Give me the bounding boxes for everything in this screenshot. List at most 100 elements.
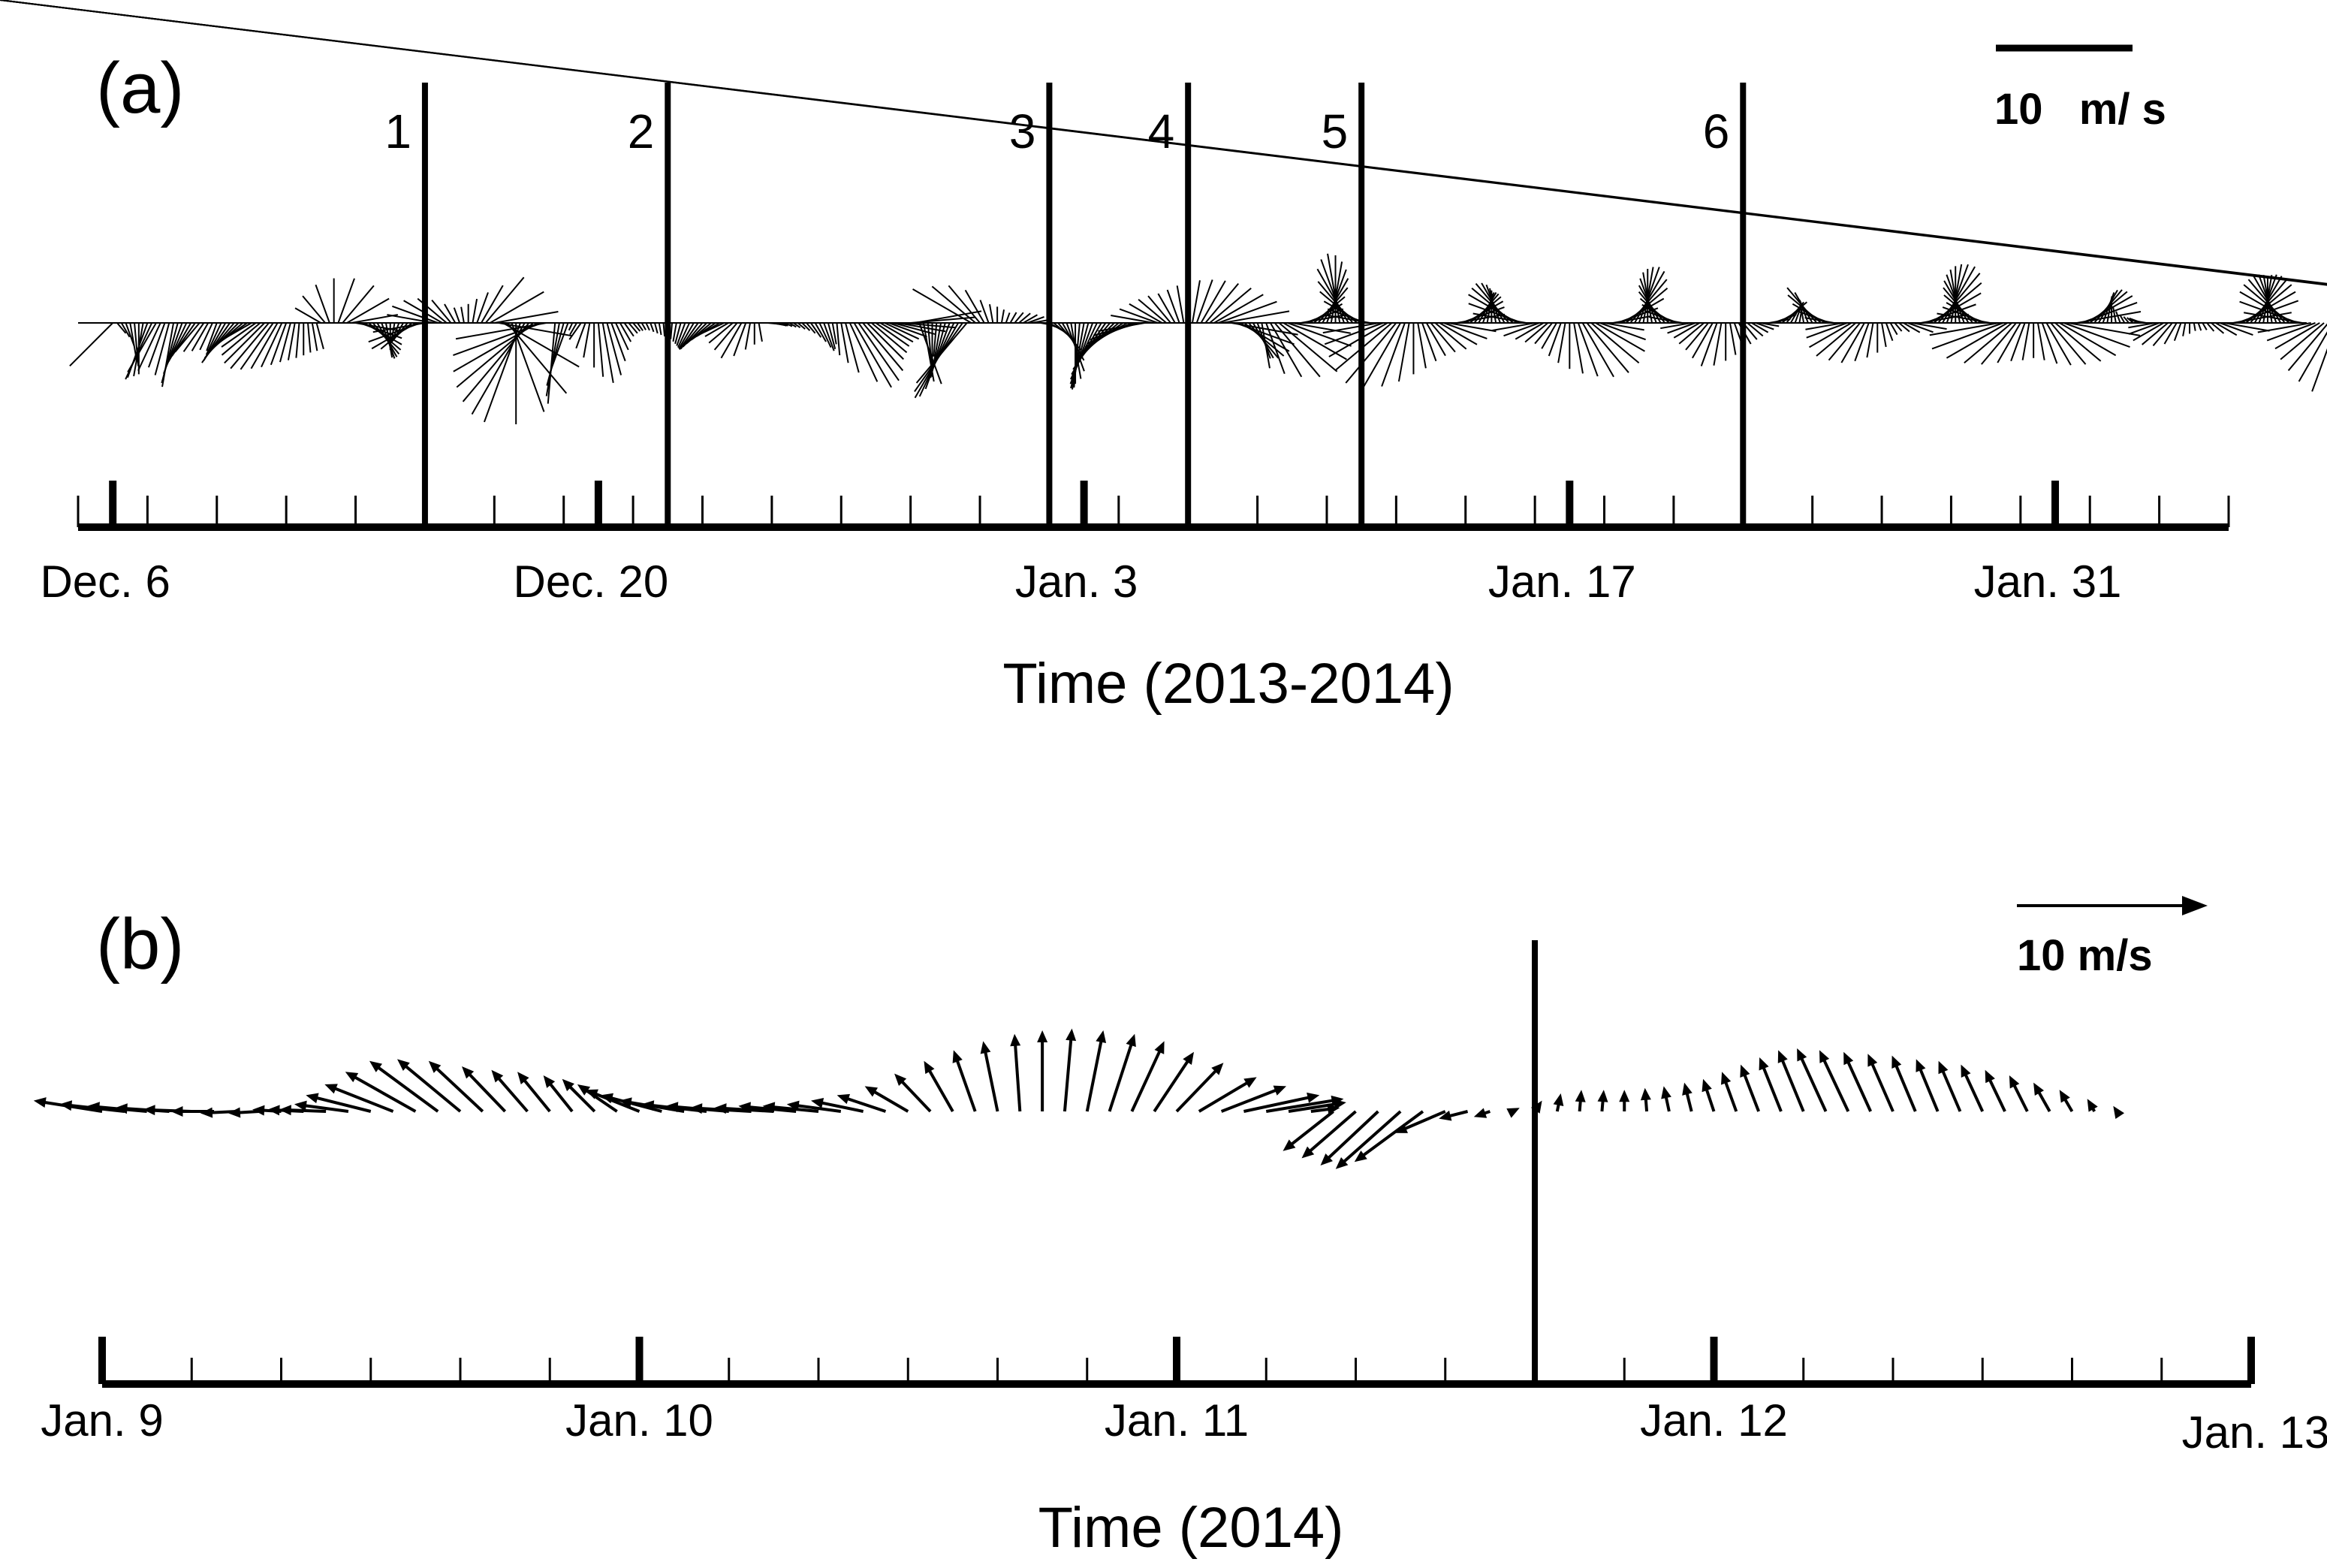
panel-a-vector bbox=[182, 322, 205, 352]
panel-a-vector bbox=[1599, 322, 1646, 341]
panel-a-vector bbox=[1468, 303, 1523, 324]
panel-a-vector bbox=[2182, 322, 2187, 336]
panel-a-vector bbox=[476, 292, 489, 324]
panel-a-vector bbox=[858, 322, 900, 381]
panel-a-event-number: 6 bbox=[1703, 104, 1730, 158]
panel-a-vector bbox=[632, 322, 641, 332]
panel-a-vector bbox=[888, 322, 927, 338]
panel-a-vector bbox=[1577, 322, 1599, 377]
panel-a-vector bbox=[209, 322, 240, 352]
panel-a-vector bbox=[392, 305, 439, 324]
panel-a-vector bbox=[315, 322, 324, 350]
panel-b-vector-arrow bbox=[543, 1075, 574, 1113]
panel-a-vector bbox=[1638, 267, 1660, 324]
panel-a-vector bbox=[1327, 253, 1341, 324]
panel-a-vector bbox=[147, 322, 166, 368]
panel-a-vector bbox=[1204, 282, 1240, 324]
panel-a-vector bbox=[645, 322, 650, 331]
panel-a-vector bbox=[221, 322, 257, 348]
panel-a-vector bbox=[1898, 322, 1910, 333]
panel-a-vector bbox=[1256, 322, 1271, 359]
panel-a-vector bbox=[1946, 322, 2009, 359]
panel-a-vector bbox=[134, 322, 140, 366]
panel-a-vector bbox=[1166, 289, 1180, 324]
panel-a-vector bbox=[1806, 322, 1848, 339]
panel-a-vector bbox=[287, 322, 296, 360]
panel-a-vector bbox=[1804, 317, 1834, 324]
panel-a-vector bbox=[137, 322, 161, 372]
panel-a-vector bbox=[1541, 322, 1557, 349]
panel-a-vector bbox=[2224, 322, 2270, 332]
panel-a-vector bbox=[1397, 322, 1410, 382]
panel-a-vector bbox=[490, 291, 544, 324]
panel-a-vector bbox=[1005, 312, 1011, 324]
panel-a-vector bbox=[2068, 322, 2141, 336]
panel-a-vector bbox=[1648, 316, 1683, 324]
panel-b-vector-arrow bbox=[1819, 1050, 1850, 1112]
panel-a-vector bbox=[1009, 312, 1017, 324]
panel-a-vector bbox=[2211, 322, 2225, 334]
panel-a-vector bbox=[485, 276, 525, 324]
panel-a-vector bbox=[1604, 322, 1644, 331]
panel-a-vector bbox=[342, 285, 375, 324]
panel-a-vector bbox=[2173, 322, 2182, 342]
panel-a-vector bbox=[1191, 280, 1201, 324]
panel-b-vector-arrow bbox=[1985, 1069, 2006, 1112]
panel-b-vector-arrow bbox=[279, 1105, 327, 1116]
panel-a-vector bbox=[1213, 294, 1264, 324]
panel-a-tick-label: Jan. 3 bbox=[1015, 556, 1138, 607]
panel-a-vector bbox=[1027, 316, 1044, 324]
panel-a-vector bbox=[199, 322, 213, 351]
panel-b-vector-arrow bbox=[306, 1093, 372, 1113]
panel-a-vector bbox=[2021, 322, 2030, 360]
panel-a-vector bbox=[2257, 322, 2311, 333]
panel-a-vector bbox=[2045, 322, 2072, 366]
panel-a-vector bbox=[1157, 293, 1176, 324]
panel-a-vector bbox=[116, 322, 127, 334]
panel-b-vector-arrow bbox=[836, 1093, 887, 1113]
panel-a-vector bbox=[1678, 322, 1705, 345]
panel-a-tick-label: Dec. 20 bbox=[514, 556, 669, 607]
panel-a-vector bbox=[1595, 322, 1645, 352]
panel-b-letter: (b) bbox=[96, 904, 184, 985]
panel-a-vector bbox=[2197, 322, 2202, 331]
panel-a-tick-labels: Dec. 6 Dec. 20 Jan. 3 Jan. 17 Jan. 31 bbox=[40, 556, 2121, 607]
panel-a-x-axis bbox=[77, 481, 2230, 531]
panel-a-vector bbox=[606, 322, 622, 375]
panel-a-stick-vectors bbox=[0, 0, 2327, 424]
panel-a-vector bbox=[1685, 322, 1709, 351]
panel-a-vector bbox=[1515, 322, 1545, 340]
panel-a-vector bbox=[1265, 322, 1286, 374]
panel-a-vector bbox=[1222, 310, 1290, 324]
panel-a-vector bbox=[1667, 322, 1696, 334]
panel-b-vector-arrow bbox=[1010, 1033, 1022, 1112]
panel-a-vector bbox=[1417, 322, 1427, 369]
panel-b-x-axis-title: Time (2014) bbox=[1038, 1496, 1344, 1560]
panel-b-vector-arrow bbox=[762, 1102, 819, 1113]
panel-b-vector-arrow bbox=[786, 1100, 842, 1113]
panel-a-x-axis-title: Time (2013-2014) bbox=[1002, 652, 1454, 716]
panel-a-vector bbox=[261, 322, 283, 368]
panel-a-vector bbox=[494, 311, 559, 324]
panel-a-vector bbox=[2243, 312, 2303, 324]
panel-a-vector bbox=[2115, 311, 2121, 324]
panel-a-vector bbox=[615, 322, 629, 351]
panel-a-vector bbox=[1946, 264, 1969, 324]
panel-a-vector bbox=[2215, 322, 2238, 336]
panel-a-tick-label: Jan. 31 bbox=[1974, 556, 2122, 607]
panel-a-vector bbox=[1023, 314, 1038, 324]
panel-a-vector bbox=[2041, 322, 2058, 364]
panel-b-vector-arrow bbox=[1394, 1110, 1446, 1133]
panel-a-vector bbox=[1866, 322, 1874, 358]
panel-a-vector bbox=[1912, 322, 1947, 330]
panel-a-vector bbox=[1322, 322, 1379, 334]
panel-a-vector bbox=[1138, 298, 1167, 324]
panel-a-vector bbox=[1794, 307, 1801, 324]
panel-a-vector bbox=[1147, 295, 1171, 324]
panel-a-vector bbox=[875, 322, 910, 347]
panel-a-vector bbox=[240, 322, 274, 370]
panel-a-vector bbox=[569, 322, 577, 336]
panel-a-vector bbox=[686, 322, 712, 345]
panel-a-vector bbox=[568, 322, 574, 331]
panel-a-vector bbox=[270, 322, 288, 366]
